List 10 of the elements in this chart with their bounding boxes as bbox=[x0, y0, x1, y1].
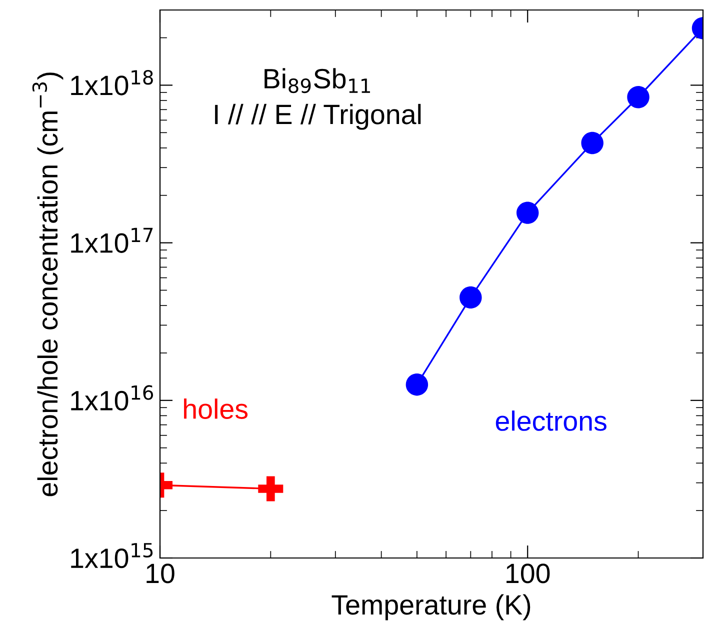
x-tick-label: 100 bbox=[506, 564, 550, 584]
x-axis-title: Temperature (K) bbox=[332, 594, 530, 620]
annotation: I // // E // Trigonal bbox=[215, 104, 421, 130]
y-tick-label: 1x10$^{16}$ bbox=[71, 385, 154, 411]
text: holes bbox=[184, 398, 248, 419]
text: electrons bbox=[496, 410, 606, 431]
y-tick-label: 1x10$^{18}$ bbox=[71, 70, 153, 96]
y-axis-title: electron/hole concentration (cm$^{−3}$) bbox=[32, 72, 64, 496]
annotation: Bi$_{89}$Sb$_{11}$ bbox=[264, 68, 370, 94]
y-tick-label: 1x10$^{17}$ bbox=[71, 228, 153, 253]
